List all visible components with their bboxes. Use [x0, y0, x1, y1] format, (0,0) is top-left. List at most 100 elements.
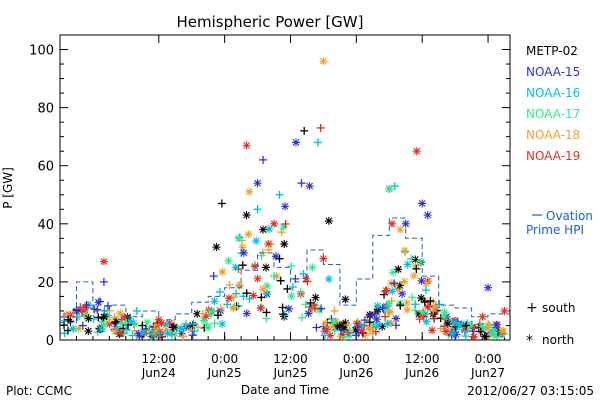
point-noaa-16 [132, 306, 141, 315]
point-noaa-19 [316, 123, 325, 132]
legend-item: NOAA-18 [526, 128, 580, 142]
cloud-point [238, 243, 247, 252]
cloud-point [329, 317, 338, 326]
legend-item: NOAA-17 [526, 107, 580, 121]
cloud-point [214, 311, 223, 320]
cloud-point [204, 323, 213, 332]
cloud-point [288, 283, 297, 292]
cloud-point [80, 309, 89, 318]
cloud-point [149, 330, 158, 339]
cloud-point [383, 319, 392, 328]
cloud-point [216, 304, 225, 313]
cloud-point [312, 323, 321, 332]
marker-key-south-label: south [542, 301, 576, 315]
cloud-point [263, 281, 272, 290]
cloud-point [287, 292, 296, 301]
cloud-point [150, 321, 159, 330]
cloud-point [378, 322, 387, 331]
cloud-point [490, 328, 499, 337]
cloud-point [130, 326, 139, 335]
point-metp-02 [300, 126, 309, 135]
cloud-point [280, 311, 289, 320]
cloud-point [492, 320, 501, 329]
cloud-point [440, 322, 449, 331]
cloud-point [235, 281, 244, 290]
marker-key: + south * north [526, 300, 576, 349]
point-metp-02 [99, 312, 108, 321]
point-noaa-18 [198, 309, 207, 318]
cloud-point [382, 286, 391, 295]
cloud-point [420, 297, 429, 306]
cloud-point [193, 323, 202, 332]
cloud-point [388, 268, 397, 277]
cloud-point [210, 319, 219, 328]
cloud-point [302, 274, 311, 283]
cloud-point [163, 329, 172, 338]
cloud-point [298, 313, 307, 322]
cloud-point [116, 309, 125, 318]
point-noaa-19 [154, 315, 163, 324]
point-noaa-17 [308, 263, 317, 272]
cloud-point [129, 319, 138, 328]
cloud-point [111, 318, 120, 327]
ovation-legend-line1: Ovation [546, 209, 593, 223]
cloud-point [225, 280, 234, 289]
cloud-point [252, 236, 261, 245]
cloud-point [257, 293, 266, 302]
cloud-point [135, 331, 144, 340]
cloud-point [277, 228, 286, 237]
cloud-point [469, 324, 478, 333]
x-tick-label-date: Jun24 [141, 366, 176, 380]
point-noaa-18 [319, 57, 328, 66]
x-tick-label-date: Jun25 [272, 366, 307, 380]
cloud-point [391, 280, 400, 289]
point-noaa-17 [234, 234, 243, 243]
x-tick-label-date: Jun26 [404, 366, 439, 380]
point-noaa-17 [440, 312, 449, 321]
ovation-hpi-line [60, 217, 510, 324]
x-axis: 12:00Jun240:00Jun2512:00Jun250:00Jun2612… [75, 35, 505, 380]
cloud-point [199, 316, 208, 325]
cloud-point [373, 321, 382, 330]
cloud-point [84, 314, 93, 323]
x-tick-label-time: 0:00 [211, 352, 238, 366]
point-noaa-15 [418, 199, 427, 208]
ovation-legend-line2: Prime HPI [526, 223, 584, 237]
x-tick-label-time: 12:00 [405, 352, 440, 366]
y-tick-label: 80 [37, 102, 54, 117]
point-noaa-19 [412, 147, 421, 156]
cloud-point [339, 330, 348, 339]
marker-key-north-label: north [542, 333, 574, 347]
cloud-point [94, 313, 103, 322]
cloud-point [330, 326, 339, 335]
cloud-point [394, 265, 403, 274]
x-tick-label-time: 12:00 [141, 352, 176, 366]
cloud-point [223, 300, 232, 309]
point-noaa-17 [270, 272, 279, 281]
cloud-point [448, 329, 457, 338]
cloud-point [400, 277, 409, 286]
point-noaa-19 [388, 219, 397, 228]
legend-item: NOAA-16 [526, 86, 580, 100]
cloud-point [320, 331, 329, 340]
cloud-point [423, 277, 432, 286]
data-points [64, 57, 509, 336]
cloud-point [262, 289, 271, 298]
marker-key-south-symbol: + [526, 300, 538, 316]
cloud-point [78, 321, 87, 330]
point-noaa-19 [270, 219, 279, 228]
cloud-point [465, 322, 474, 331]
point-noaa-17 [407, 254, 416, 263]
cloud-point [328, 322, 337, 331]
cloud-point [280, 240, 289, 249]
cloud-point [395, 281, 404, 290]
point-noaa-18 [330, 306, 339, 315]
x-tick-label-time: 12:00 [273, 352, 308, 366]
point-noaa-15 [99, 277, 108, 286]
cloud-point [229, 293, 238, 302]
point-noaa-15 [72, 306, 81, 315]
cloud-point [189, 319, 198, 328]
cloud-point [393, 285, 402, 294]
cloud-point [99, 320, 108, 329]
cloud-point [402, 298, 411, 307]
